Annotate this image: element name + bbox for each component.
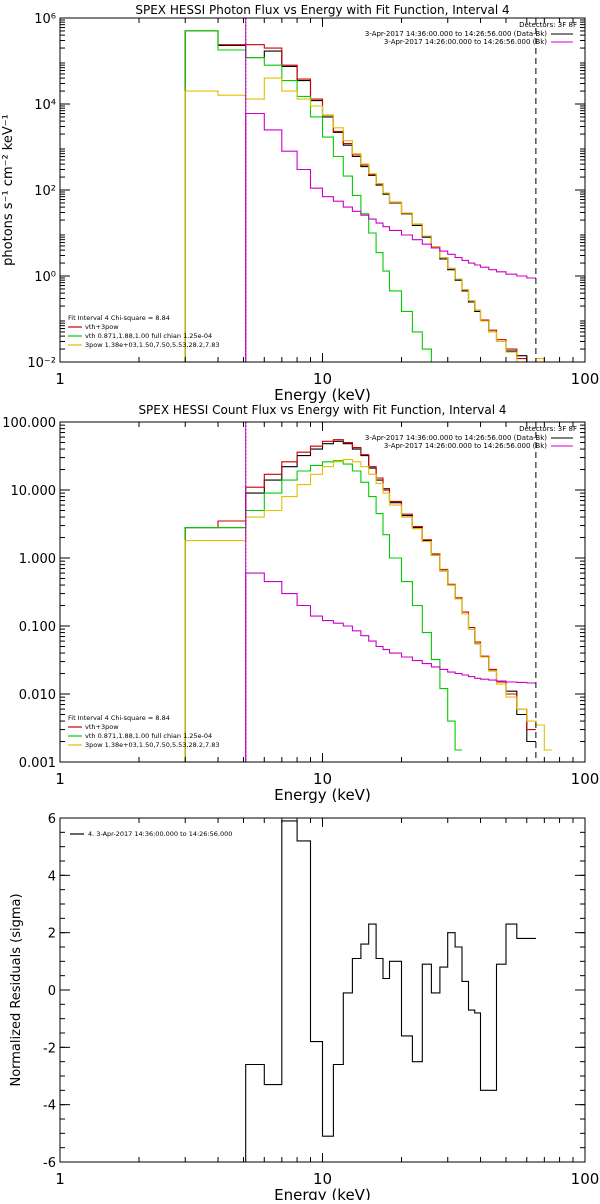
chart-title: SPEX HESSI Photon Flux vs Energy with Fi…: [135, 3, 509, 17]
header-interval-data: 3-Apr-2017 14:36:00.000 to 14:26:56.000 …: [365, 30, 547, 38]
series-line-vth: [184, 30, 441, 362]
y-tick-label: -2: [43, 1041, 56, 1056]
legend-entry: vth+3pow: [85, 723, 119, 731]
x-tick-label: 1: [55, 770, 65, 788]
y-tick-label: 10²: [34, 184, 56, 199]
y-tick-label: 6: [48, 812, 56, 827]
x-tick-label: 10: [313, 770, 332, 788]
legend-entry: Fit Interval 4 Chi-square = 8.84: [68, 314, 170, 322]
y-tick-label: 10⁴: [34, 98, 56, 113]
header-interval-bk: 3-Apr-2017 14:26:00.000 to 14:26:56.000 …: [384, 442, 547, 450]
y-tick-label: 2: [48, 927, 56, 942]
x-tick-label: 100: [571, 370, 600, 388]
series-line-data: [184, 440, 536, 762]
x-tick-label: 10: [313, 1170, 332, 1188]
series-line-residuals: [245, 820, 536, 1162]
x-tick-label: 100: [571, 1170, 600, 1188]
series-line-pow: [184, 77, 545, 362]
y-tick-label: -6: [43, 1156, 56, 1171]
series-line-bk: [245, 112, 536, 362]
series-line-vth: [184, 460, 462, 762]
y-tick-label: 10.000: [11, 484, 57, 499]
y-tick-label: 10⁻²: [27, 356, 56, 371]
x-axis-label: Energy (keV): [274, 786, 371, 804]
header-interval-data: 3-Apr-2017 14:36:00.000 to 14:26:56.000 …: [365, 434, 547, 442]
legend-entry: Fit Interval 4 Chi-square = 8.84: [68, 714, 170, 722]
header-detectors: Detectors: 3F 8F: [519, 21, 577, 29]
legend-entry: vth+3pow: [85, 323, 119, 331]
y-tick-label: 100.000: [2, 416, 56, 431]
y-axis-label: photons s⁻¹ cm⁻² keV⁻¹: [1, 114, 16, 266]
header-interval-bk: 3-Apr-2017 14:26:00.000 to 14:26:56.000 …: [384, 38, 547, 46]
chart-panel-2: 1 10 100 0.001 0.010 0.100 1.000 10.000 100.000 S…: [2, 403, 599, 804]
y-tick-label: 0.010: [19, 688, 56, 703]
series-line-total: [184, 439, 536, 762]
y-tick-label: 10⁶: [34, 12, 56, 27]
x-axis-label: Energy (keV): [274, 1186, 371, 1200]
x-tick-label: 100: [571, 770, 600, 788]
legend-entry: 4. 3-Apr-2017 14:36:00.000 to 14:26:56.0…: [88, 830, 232, 838]
y-tick-label: -4: [43, 1099, 56, 1114]
series-line-pow: [184, 459, 553, 762]
x-tick-label: 1: [55, 370, 65, 388]
legend-entry: 3pow 1.38e+03,1.50,7.50,5.53,28.2,7.83: [85, 341, 220, 349]
chart-panel-1: 1 10 100 10⁻² 10⁰ 10² 10⁴ 10⁶ SPEX HESSI Photon …: [1, 3, 599, 404]
y-tick-label: 1.000: [19, 552, 56, 567]
x-tick-label: 1: [55, 1170, 65, 1188]
x-tick-label: 10: [313, 370, 332, 388]
y-tick-label: 4: [48, 869, 56, 884]
y-tick-label: 10⁰: [34, 270, 56, 285]
y-axis-label: Normalized Residuals (sigma): [9, 893, 24, 1086]
series-line-bk: [245, 572, 536, 762]
x-axis-label: Energy (keV): [274, 386, 371, 404]
y-tick-label: 0.001: [19, 756, 56, 771]
legend-entry: vth 0.871,1.88,1.00 full chian 1.25e-04: [85, 332, 212, 340]
y-tick-label: 0: [48, 984, 56, 999]
legend-entry: vth 0.871,1.88,1.00 full chian 1.25e-04: [85, 732, 212, 740]
chart-panel-3: 1 10 100 -6 -4 -2 0 2 4 6 Energy (keV) Normalized R…: [9, 812, 600, 1204]
chart-title: SPEX HESSI Count Flux vs Energy with Fit…: [138, 403, 506, 417]
y-tick-label: 0.100: [19, 620, 56, 635]
header-detectors: Detectors: 3F 8F: [519, 425, 577, 433]
legend-entry: 3pow 1.38e+03,1.50,7.50,5.53,28.2,7.83: [85, 741, 220, 749]
